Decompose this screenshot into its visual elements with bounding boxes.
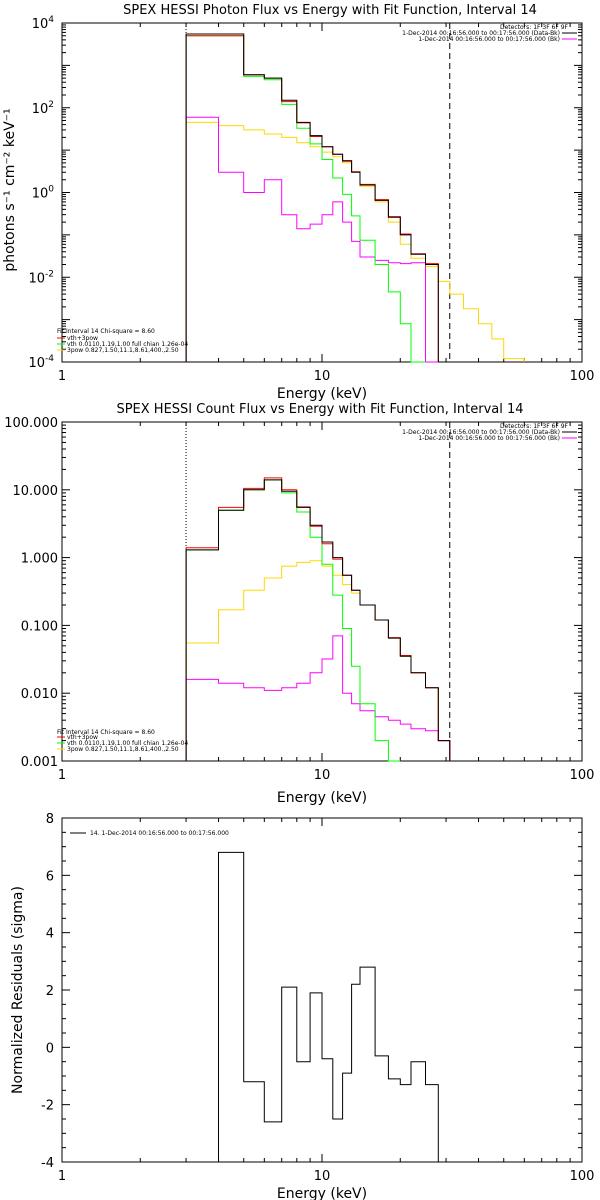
residuals-ylabel: Normalized Residuals (sigma) bbox=[10, 886, 26, 1094]
series-3pow bbox=[185, 121, 525, 362]
y-tick-label: 1.000 bbox=[21, 552, 58, 567]
photon-flux-fit-header: Fit Interval 14 Chi-square = 8.60 bbox=[57, 328, 155, 335]
y-tick-label: 10-4 bbox=[28, 354, 54, 371]
plot-frame bbox=[61, 22, 583, 363]
photon-flux-ylabel: photons s⁻¹ cm⁻² keV⁻¹ bbox=[2, 108, 18, 271]
y-tick-label: 0.001 bbox=[21, 755, 58, 770]
plot-frame bbox=[61, 421, 583, 762]
count-flux-title: SPEX HESSI Count Flux vs Energy with Fit… bbox=[116, 402, 523, 417]
x-tick-label: 1 bbox=[58, 1169, 66, 1184]
legend-label: 3pow 0.827,1.50,11.1,8.61,400.,2.50 bbox=[67, 347, 179, 354]
legend-label: 14. 1-Dec-2014 00:16:56.000 to 00:17:56.… bbox=[90, 830, 229, 837]
x-tick-label: 10 bbox=[314, 369, 331, 384]
y-tick-label: 8 bbox=[46, 812, 54, 827]
y-tick-label: 6 bbox=[46, 869, 54, 884]
series-data-bk bbox=[185, 33, 439, 362]
x-tick-label: 1 bbox=[58, 369, 66, 384]
y-tick-label: 0.010 bbox=[21, 687, 58, 702]
count-flux-xlabel: Energy (keV) bbox=[277, 790, 367, 806]
count-flux-panel: SPEX HESSI Count Flux vs Energy with Fit… bbox=[4, 402, 594, 806]
series-data-bk bbox=[185, 479, 451, 761]
legend-label: 1-Dec-2014 00:16:56.000 to 00:17:56.000 … bbox=[402, 429, 560, 436]
photon-flux-detectors: Detectors: 1F 3F 6F 9F bbox=[500, 24, 569, 31]
legend-label: vth 0.0110,1.19,1.00 full chian 1.26e-04 bbox=[67, 740, 188, 747]
x-tick-label: 1 bbox=[58, 768, 66, 783]
plot-frame bbox=[61, 817, 583, 1163]
photon-flux-xlabel: Energy (keV) bbox=[277, 386, 367, 402]
y-tick-label: 10.000 bbox=[13, 484, 59, 499]
legend-label: 1-Dec-2014 00:16:56.000 to 00:17:56.000 … bbox=[418, 435, 560, 442]
x-tick-label: 100 bbox=[570, 369, 595, 384]
series-3pow bbox=[185, 560, 451, 761]
y-tick-label: 100 bbox=[32, 185, 55, 202]
y-tick-label: 10-2 bbox=[28, 269, 54, 286]
y-tick-label: 2 bbox=[46, 984, 54, 999]
y-tick-label: 100.000 bbox=[4, 416, 58, 431]
x-tick-label: 100 bbox=[570, 1169, 595, 1184]
y-tick-label: -2 bbox=[41, 1099, 54, 1114]
x-tick-label: 10 bbox=[314, 1169, 331, 1184]
legend-label: vth+3pow bbox=[67, 335, 98, 342]
y-tick-label: 4 bbox=[46, 927, 54, 942]
y-tick-label: 104 bbox=[32, 15, 55, 32]
series-vth bbox=[185, 35, 426, 363]
series-bk bbox=[185, 116, 439, 363]
y-tick-label: -4 bbox=[41, 1156, 54, 1171]
count-flux-fit-header: Fit Interval 14 Chi-square = 8.60 bbox=[57, 729, 155, 736]
residuals-panel: Energy (keV) Normalized Residuals (sigma… bbox=[10, 812, 594, 1200]
count-flux-detectors: Detectors: 1F 3F 6F 9F bbox=[500, 423, 569, 430]
x-tick-label: 10 bbox=[314, 768, 331, 783]
photon-flux-title: SPEX HESSI Photon Flux vs Energy with Fi… bbox=[123, 3, 537, 18]
residuals-xlabel: Energy (keV) bbox=[277, 1186, 367, 1200]
photon-flux-panel: SPEX HESSI Photon Flux vs Energy with Fi… bbox=[2, 3, 594, 402]
series-vth-3pow bbox=[185, 477, 451, 761]
series-residuals bbox=[186, 851, 439, 1163]
legend-label: vth 0.0110,1.19,1.00 full chian 1.26e-04 bbox=[67, 341, 188, 348]
legend-label: 1-Dec-2014 00:16:56.000 to 00:17:56.000 … bbox=[402, 30, 560, 37]
x-tick-label: 100 bbox=[570, 768, 595, 783]
legend-label: vth+3pow bbox=[67, 734, 98, 741]
legend-label: 3pow 0.827,1.50,11.1,8.61,400.,2.50 bbox=[67, 746, 179, 753]
y-tick-label: 102 bbox=[32, 100, 54, 117]
series-bk bbox=[185, 635, 451, 761]
y-tick-label: 0.100 bbox=[21, 619, 58, 634]
y-tick-label: 0 bbox=[46, 1041, 54, 1056]
legend-label: 1-Dec-2014 00:16:56.000 to 00:17:56.000 … bbox=[418, 36, 560, 43]
